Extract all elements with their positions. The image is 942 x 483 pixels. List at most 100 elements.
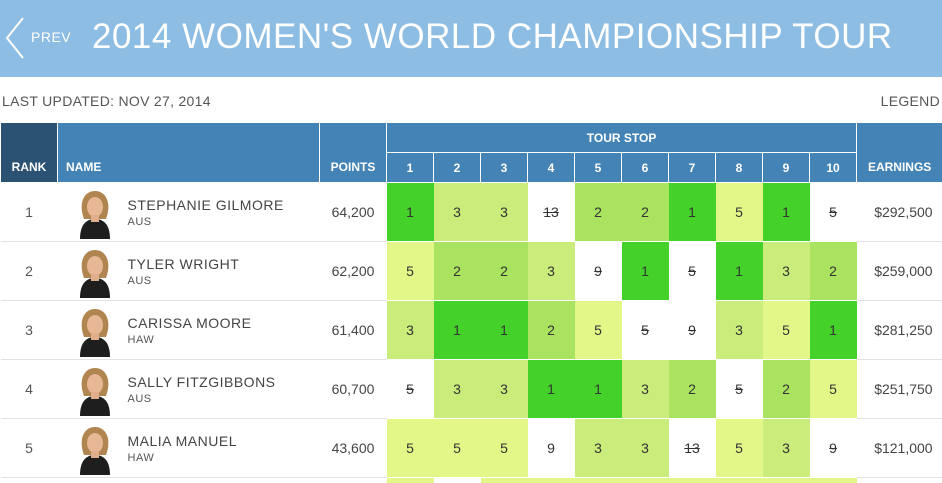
stop-result-cell: 2	[480, 241, 528, 301]
rank-header: RANK	[0, 122, 58, 183]
stop-result-cell: 13	[668, 418, 716, 478]
surfer-name[interactable]: SALLY FITZGIBBONS	[127, 373, 276, 390]
stop-result-cell: 5	[668, 241, 716, 301]
table-row[interactable]: 2 TYLER WRIGHT AUS 62,200 5 2 2 3 9 1 5 1 3 2 $259,000	[0, 241, 942, 301]
surfer-country: AUS	[127, 274, 152, 287]
stop-result-cell: 5	[480, 418, 528, 478]
table-row[interactable]: 3 CARISSA MOORE HAW 61,400 3 1 1 2 5 5 9 3 5 1 $281,25…	[0, 300, 942, 360]
earnings-cell: $251,750	[856, 359, 942, 419]
stop-result-cell: 1	[433, 300, 481, 360]
rank-cell: 3	[0, 300, 58, 360]
stop-result-cell: 1	[668, 182, 716, 242]
points-cell: 43,600	[319, 418, 387, 478]
stop-header-3: 3	[480, 152, 528, 183]
stop-result-cell	[809, 477, 857, 483]
stop-header-8: 8	[715, 152, 763, 183]
surfer-country: HAW	[127, 333, 155, 346]
rank-cell: 5	[0, 418, 58, 478]
stop-result-cell: 1	[386, 182, 434, 242]
stop-result-cell	[527, 477, 575, 483]
stop-header-5: 5	[574, 152, 622, 183]
table-row[interactable]: 5 MALIA MANUEL HAW 43,600 5 5 5 9 3 3 13 5 3 9 $121,00…	[0, 418, 942, 478]
last-updated-text: LAST UPDATED: NOV 27, 2014	[2, 93, 211, 109]
avatar	[66, 244, 124, 298]
stop-result-cell: 9	[527, 418, 575, 478]
surfer-country: AUS	[127, 392, 152, 405]
stop-result-cell: 2	[574, 182, 622, 242]
stop-result-cell: 2	[809, 241, 857, 301]
stop-result-cell: 5	[809, 359, 857, 419]
stop-result-cell: 5	[809, 182, 857, 242]
earnings-cell: $292,500	[856, 182, 942, 242]
legend-link[interactable]: LEGEND	[880, 93, 940, 109]
chevron-left-icon	[5, 17, 24, 59]
stop-result-cell: 3	[621, 418, 669, 478]
surfer-country: AUS	[127, 215, 152, 228]
tour-stop-header: TOUR STOP	[385, 122, 858, 153]
stop-result-cell: 5	[762, 300, 810, 360]
surfer-country: HAW	[127, 451, 155, 464]
stop-result-cell: 9	[809, 418, 857, 478]
avatar	[66, 185, 124, 239]
title-bar: PREV 2014 WOMEN'S WORLD CHAMPIONSHIP TOU…	[0, 0, 942, 77]
stop-result-cell: 1	[809, 300, 857, 360]
stop-result-cell: 3	[621, 359, 669, 419]
stop-result-cell: 1	[621, 241, 669, 301]
stop-result-cell: 3	[433, 182, 481, 242]
stop-result-cell: 3	[433, 359, 481, 419]
avatar	[66, 421, 124, 475]
stop-result-cell: 13	[527, 182, 575, 242]
stop-result-cell	[386, 477, 434, 483]
stop-result-cell: 3	[762, 418, 810, 478]
stop-result-cell	[57, 477, 320, 483]
stop-result-cell: 5	[433, 418, 481, 478]
stop-header-9: 9	[762, 152, 810, 183]
prev-button[interactable]: PREV	[0, 12, 80, 62]
earnings-cell: $121,000	[856, 418, 942, 478]
points-cell: 62,200	[319, 241, 387, 301]
surfer-name[interactable]: MALIA MANUEL	[127, 432, 237, 449]
stop-result-cell: 3	[386, 300, 434, 360]
surfer-name[interactable]: TYLER WRIGHT	[127, 255, 240, 272]
points-cell: 60,700	[319, 359, 387, 419]
stop-result-cell	[762, 477, 810, 483]
name-cell: TYLER WRIGHT AUS	[57, 241, 320, 301]
table-row[interactable]: 4 SALLY FITZGIBBONS AUS 60,700 5 3 3 1 1 3 2 5 2 5 $25…	[0, 359, 942, 419]
stop-result-cell	[319, 477, 387, 483]
stop-result-cell: 3	[715, 300, 763, 360]
stop-result-cell: 5	[621, 300, 669, 360]
stop-header-10: 10	[808, 152, 858, 183]
stop-result-cell	[574, 477, 622, 483]
stop-result-cell: 5	[386, 359, 434, 419]
stop-result-cell	[621, 477, 669, 483]
earnings-cell: $281,250	[856, 300, 942, 360]
stop-result-cell: 5	[574, 300, 622, 360]
stop-result-cell: 1	[480, 300, 528, 360]
rank-cell: 1	[0, 182, 58, 242]
stop-header-4: 4	[527, 152, 575, 183]
earnings-cell: $259,000	[856, 241, 942, 301]
stop-result-cell: 3	[480, 182, 528, 242]
table-row[interactable]: 1 STEPHANIE GILMORE AUS 64,200 1 3 3 13 2 2 1 5 1 5 $2…	[0, 182, 942, 242]
surfer-name[interactable]: STEPHANIE GILMORE	[127, 196, 284, 213]
stop-result-cell: 5	[715, 418, 763, 478]
stop-result-cell: 9	[668, 300, 716, 360]
rank-cell: 2	[0, 241, 58, 301]
name-header: NAME	[57, 122, 320, 183]
points-cell: 61,400	[319, 300, 387, 360]
stop-result-cell: 2	[433, 241, 481, 301]
stop-result-cell	[0, 477, 58, 483]
stop-result-cell: 5	[715, 359, 763, 419]
surfer-name[interactable]: CARISSA MOORE	[127, 314, 252, 331]
table-row	[0, 477, 942, 483]
stop-result-cell: 2	[762, 359, 810, 419]
stop-result-cell: 5	[386, 418, 434, 478]
stop-header-6: 6	[621, 152, 669, 183]
stop-result-cell: 3	[527, 241, 575, 301]
name-cell: MALIA MANUEL HAW	[57, 418, 320, 478]
stop-result-cell: 1	[574, 359, 622, 419]
stop-header-1: 1	[386, 152, 434, 183]
stop-result-cell	[433, 477, 481, 483]
stop-result-cell	[480, 477, 528, 483]
